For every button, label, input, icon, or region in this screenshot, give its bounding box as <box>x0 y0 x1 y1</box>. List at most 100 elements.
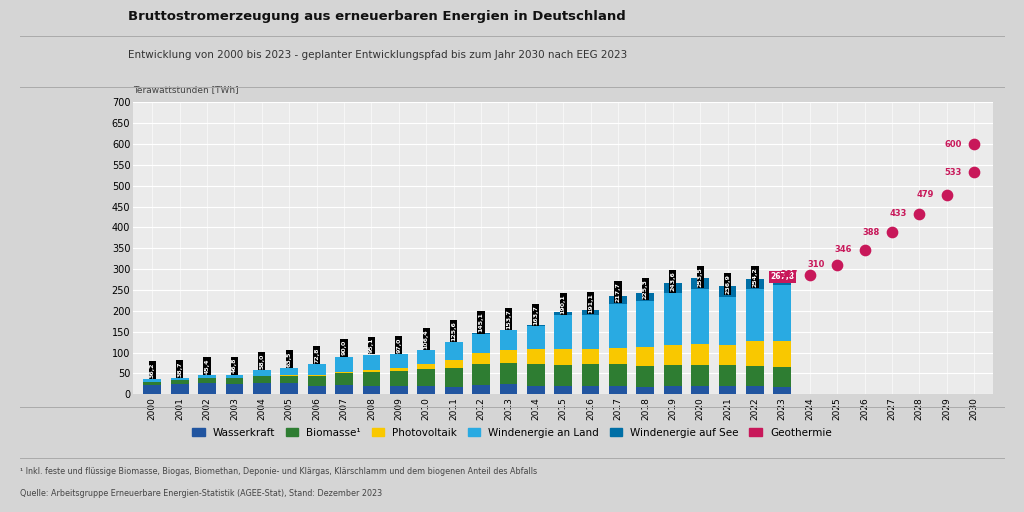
Text: 58,0: 58,0 <box>259 353 264 369</box>
Bar <box>500 385 517 394</box>
Text: 190,1: 190,1 <box>561 294 565 314</box>
Bar <box>362 355 380 370</box>
Bar <box>746 289 764 341</box>
Text: 63,5: 63,5 <box>287 351 292 367</box>
Bar <box>609 296 627 304</box>
Bar <box>691 289 709 344</box>
Bar <box>281 383 298 394</box>
Text: 45,4: 45,4 <box>205 358 210 374</box>
Bar <box>582 349 599 365</box>
Text: Terawattstunden [TWh]: Terawattstunden [TWh] <box>133 84 239 94</box>
Text: Entwicklung von 2000 bis 2023 - geplanter Entwicklungspfad bis zum Jahr 2030 nac: Entwicklung von 2000 bis 2023 - geplante… <box>128 51 628 60</box>
Bar <box>746 341 764 366</box>
Bar <box>554 312 572 315</box>
Bar <box>281 375 298 376</box>
Text: 533: 533 <box>944 167 962 177</box>
Bar <box>664 283 682 293</box>
Text: 267,8: 267,8 <box>770 272 795 281</box>
Bar <box>143 385 161 394</box>
Bar <box>582 365 599 386</box>
Bar <box>390 368 408 371</box>
Bar <box>362 370 380 372</box>
Text: 46,8: 46,8 <box>232 358 237 373</box>
Text: 253,5: 253,5 <box>697 267 702 287</box>
Bar <box>773 387 792 394</box>
Bar <box>308 386 326 394</box>
Text: 163,7: 163,7 <box>534 305 539 325</box>
Bar <box>253 370 270 376</box>
Text: 254,2: 254,2 <box>753 267 758 287</box>
Bar <box>500 350 517 362</box>
Bar <box>664 293 682 345</box>
Text: 125,6: 125,6 <box>452 321 456 340</box>
Bar <box>444 368 463 387</box>
Bar <box>637 347 654 366</box>
Bar <box>199 378 216 383</box>
Bar <box>609 365 627 386</box>
Bar <box>691 386 709 394</box>
Bar <box>746 386 764 394</box>
Text: 191,1: 191,1 <box>588 293 593 313</box>
Bar <box>281 368 298 375</box>
Bar <box>418 350 435 364</box>
Bar <box>664 345 682 365</box>
Bar <box>225 375 244 378</box>
Text: 38,7: 38,7 <box>177 361 182 377</box>
Bar <box>637 292 654 301</box>
Bar <box>418 386 435 394</box>
Text: ¹ Inkl. feste und flüssige Biomasse, Biogas, Biomethan, Deponie- und Klärgas, Kl: ¹ Inkl. feste und flüssige Biomasse, Bio… <box>20 467 538 476</box>
Bar <box>390 354 408 368</box>
Bar <box>225 384 244 394</box>
Bar <box>554 387 572 394</box>
Bar <box>773 341 792 367</box>
Bar <box>637 387 654 394</box>
Point <box>829 261 846 269</box>
Text: 36,2: 36,2 <box>150 362 155 378</box>
Bar <box>609 348 627 365</box>
Bar <box>171 380 188 385</box>
Bar <box>143 381 161 385</box>
Text: 236,9: 236,9 <box>725 274 730 294</box>
Point <box>966 168 982 176</box>
Bar <box>390 387 408 394</box>
Text: 600: 600 <box>944 140 962 148</box>
Bar <box>308 376 326 386</box>
Bar <box>335 386 353 394</box>
Point <box>966 140 982 148</box>
Text: 225,3: 225,3 <box>643 279 648 299</box>
Text: 433: 433 <box>890 209 907 218</box>
Bar <box>719 286 736 297</box>
Bar <box>308 375 326 376</box>
Text: Bruttostromerzeugung aus erneuerbaren Energien in Deutschland: Bruttostromerzeugung aus erneuerbaren En… <box>128 10 626 24</box>
Bar <box>527 364 545 386</box>
Bar <box>527 349 545 364</box>
Bar <box>746 279 764 289</box>
Bar <box>773 285 792 341</box>
Bar <box>444 360 463 368</box>
Point <box>884 228 900 237</box>
Text: 97,0: 97,0 <box>396 337 401 353</box>
Bar <box>171 385 188 394</box>
Point <box>802 270 818 279</box>
Bar <box>527 386 545 394</box>
Bar <box>418 369 435 386</box>
Bar <box>335 373 353 386</box>
Bar <box>444 342 463 360</box>
Bar <box>691 365 709 386</box>
Bar <box>554 315 572 349</box>
Bar <box>143 379 161 381</box>
Point <box>911 209 928 218</box>
Bar <box>609 386 627 394</box>
Bar <box>554 349 572 365</box>
Bar <box>582 315 599 349</box>
Text: 153,7: 153,7 <box>506 309 511 329</box>
Text: 310: 310 <box>808 261 824 269</box>
Text: 95,1: 95,1 <box>369 338 374 353</box>
Bar <box>253 382 270 394</box>
Text: 346: 346 <box>835 245 852 254</box>
Bar <box>691 344 709 365</box>
Bar <box>472 353 489 364</box>
Bar <box>773 367 792 387</box>
Bar <box>554 365 572 387</box>
Bar <box>637 366 654 387</box>
